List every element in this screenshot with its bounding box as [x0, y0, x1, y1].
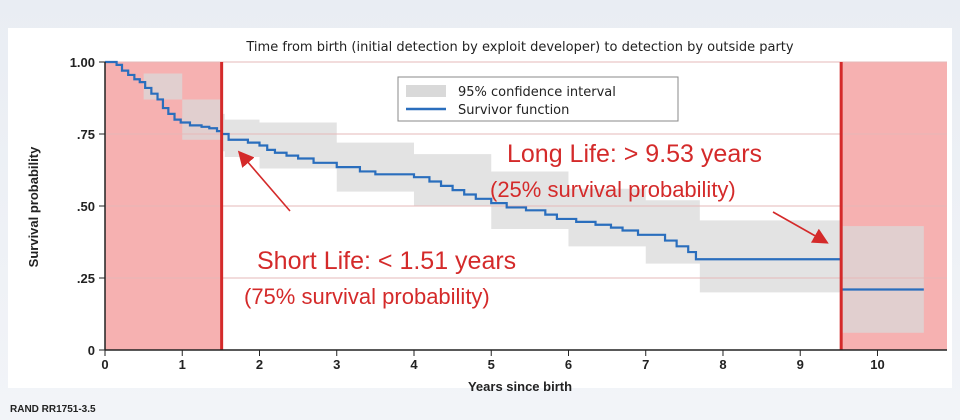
- annotations: Long Life: > 9.53 years (25% survival pr…: [237, 140, 829, 309]
- y-tick-label-0: 0: [88, 343, 95, 358]
- gridlines: [105, 61, 947, 279]
- legend: 95% confidence interval Survivor functio…: [397, 76, 679, 122]
- legend-box: [397, 76, 679, 122]
- axes: [104, 62, 947, 351]
- y-tick-label-2: .50: [77, 199, 95, 214]
- x-axis-title: Years since birth: [468, 379, 572, 394]
- x-tick-labels: 0 1 2 3 4 5 6 7 8 9 10: [101, 350, 885, 372]
- annotation-long-life-probability: (25% survival probability): [490, 177, 736, 202]
- y-tick-label-1: .25: [77, 271, 95, 286]
- legend-swatch-ci: [406, 85, 446, 97]
- x-tick-label-0: 0: [101, 357, 108, 372]
- x-tick-label-6: 6: [565, 357, 572, 372]
- y-tick-labels: 0 .25 .50 .75 1.00: [70, 55, 105, 358]
- survivor-function-line: [105, 60, 924, 291]
- long-life-arrow: [772, 211, 829, 244]
- short-life-arrow: [237, 150, 291, 212]
- annotation-short-life: Short Life: < 1.51 years: [257, 247, 516, 275]
- x-tick-label-4: 4: [410, 357, 418, 372]
- source-note: RAND RR1751-3.5: [10, 404, 96, 415]
- x-tick-label-1: 1: [179, 357, 186, 372]
- annotation-long-life: Long Life: > 9.53 years: [507, 140, 762, 168]
- survivor-curve: [105, 60, 924, 291]
- annotation-short-life-probability: (75% survival probability): [244, 284, 490, 309]
- x-tick-label-3: 3: [333, 357, 340, 372]
- x-tick-label-9: 9: [797, 357, 804, 372]
- y-axis-title: Survival probability: [26, 146, 41, 267]
- confidence-band-area: [105, 62, 924, 333]
- confidence-band: [105, 62, 924, 333]
- y-tick-label-4: 1.00: [70, 55, 95, 70]
- legend-label-survivor: Survivor function: [458, 103, 569, 118]
- chart-title: Time from birth (initial detection by ex…: [245, 40, 794, 55]
- x-tick-label-5: 5: [488, 357, 495, 372]
- y-tick-label-3: .75: [77, 127, 95, 142]
- x-tick-label-8: 8: [719, 357, 726, 372]
- legend-label-ci: 95% confidence interval: [458, 85, 616, 100]
- x-tick-label-2: 2: [256, 357, 263, 372]
- x-tick-label-10: 10: [870, 357, 884, 372]
- x-tick-label-7: 7: [642, 357, 649, 372]
